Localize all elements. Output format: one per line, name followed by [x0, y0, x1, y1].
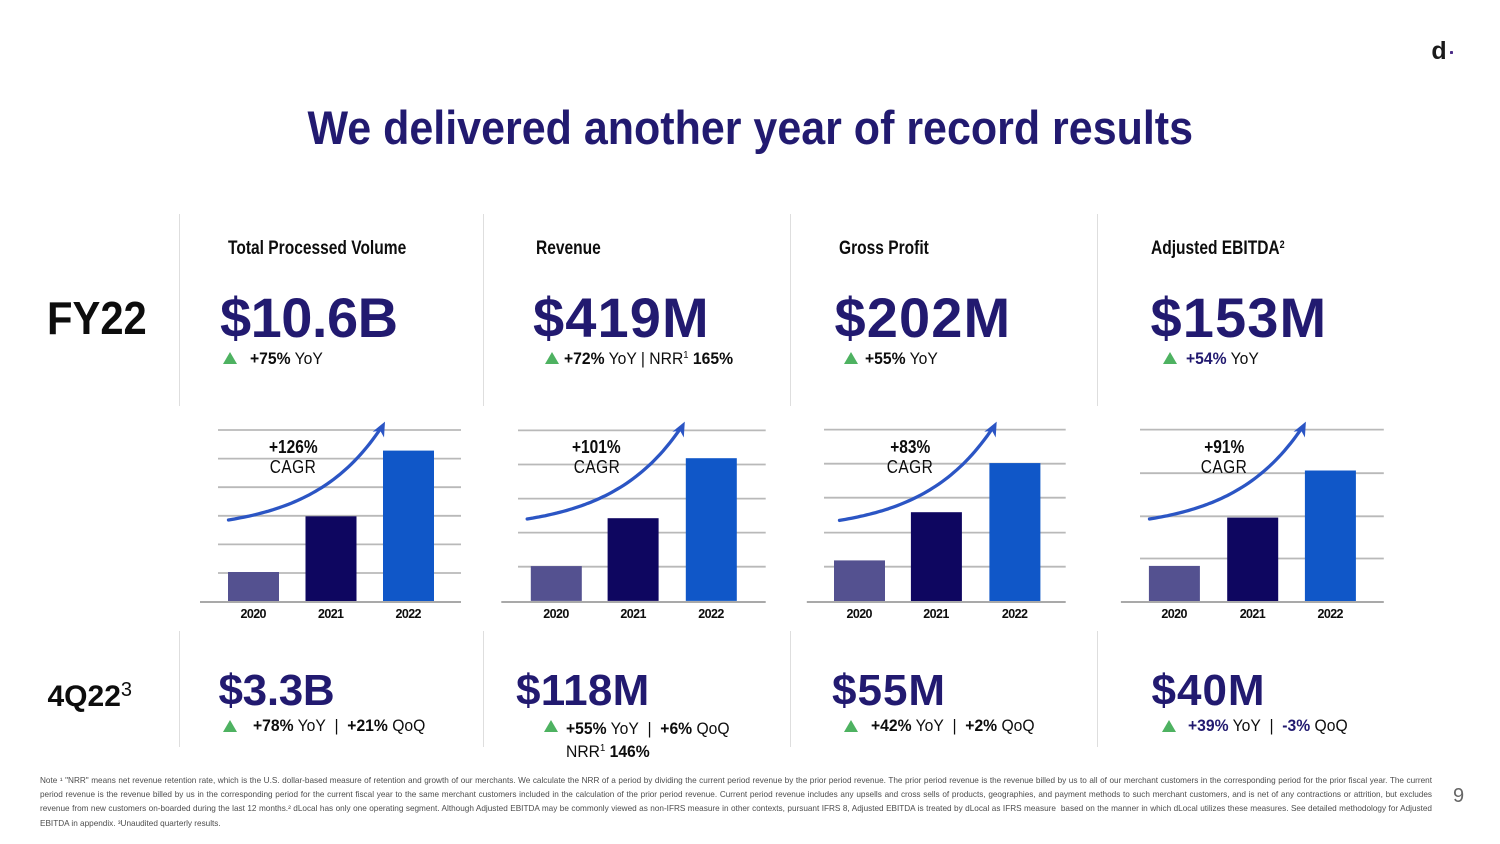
- svg-text:2020: 2020: [847, 607, 873, 621]
- svg-text:2022: 2022: [1002, 607, 1028, 621]
- svg-text:2022: 2022: [1318, 607, 1344, 621]
- svg-text:2020: 2020: [1161, 607, 1187, 621]
- svg-text:2021: 2021: [620, 607, 646, 621]
- svg-text:2020: 2020: [543, 607, 569, 621]
- svg-text:2021: 2021: [318, 607, 344, 621]
- svg-text:2022: 2022: [396, 607, 422, 621]
- svg-text:2022: 2022: [698, 607, 724, 621]
- svg-text:2021: 2021: [1240, 607, 1266, 621]
- svg-text:2020: 2020: [241, 607, 267, 621]
- svg-text:2021: 2021: [923, 607, 949, 621]
